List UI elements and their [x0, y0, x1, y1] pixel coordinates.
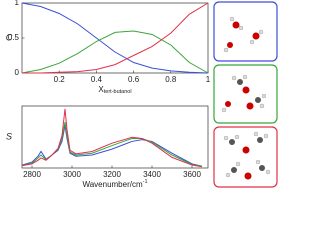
x-axis-label-sub: tert-butanol: [104, 89, 132, 95]
data-line: [21, 30, 209, 74]
x-tick-label: 3400: [143, 170, 161, 179]
figure: 0.2 0.4 0.6 0.8 1 0 0.5 1 C Xtert-butanol 2800 3000…: [6, 0, 278, 189]
x-tick-label: 0.6: [128, 75, 140, 84]
x-tick-label: 3000: [63, 170, 81, 179]
x-tick-label: 0.4: [91, 75, 103, 84]
x-axis-label-main: Wavenumber/cm: [82, 180, 143, 189]
x-tick-label: 3600: [183, 170, 201, 179]
y-tick-label: 1: [15, 0, 20, 7]
panel-blue: [213, 1, 278, 62]
data-line: [21, 121, 203, 167]
molecule-icons: [221, 16, 271, 180]
x-tick-label: 0.2: [54, 75, 66, 84]
y-axis-label: S: [6, 131, 12, 141]
x-axis-label-sup: -1: [143, 179, 148, 185]
y-axis-label: C: [6, 32, 13, 42]
data-line: [21, 2, 209, 74]
x-tick-label: 2800: [23, 170, 41, 179]
data-line: [22, 2, 209, 74]
x-axis-label-main: X: [98, 85, 104, 94]
plot-frame: [21, 2, 209, 74]
plot-frame: [21, 105, 209, 169]
molecule-panels: [213, 1, 278, 188]
y-tick-label: 0: [15, 68, 20, 77]
x-tick-label: 0.8: [165, 75, 177, 84]
x-axis-label: Xtert-butanol: [98, 85, 131, 95]
x-axis-label: Wavenumber/cm-1: [82, 179, 147, 189]
data-line: [21, 108, 203, 168]
x-tick-label: 3200: [103, 170, 121, 179]
panel-green: [213, 64, 278, 124]
x-tick-label: 1: [206, 75, 211, 84]
y-tick-label: 0.5: [8, 33, 20, 42]
